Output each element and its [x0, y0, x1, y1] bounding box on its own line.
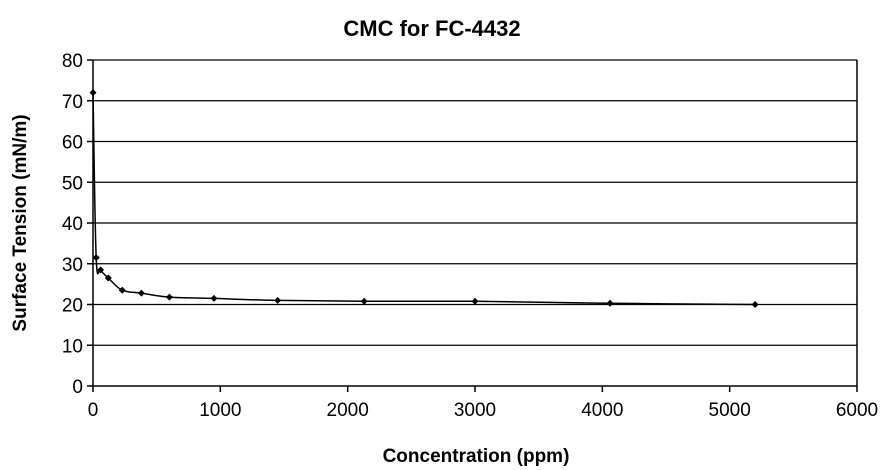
series-line-0 [92, 92, 756, 306]
x-tick-label-4000: 4000 [581, 400, 623, 421]
data-point-1 [92, 254, 100, 262]
y-tick-label-30: 30 [62, 255, 83, 276]
data-point-11 [606, 299, 614, 307]
y-tick-label-80: 80 [62, 51, 83, 72]
data-point-4 [118, 286, 126, 294]
y-tick-label-60: 60 [62, 133, 83, 154]
data-point-10 [471, 297, 479, 305]
x-tick-label-2000: 2000 [327, 400, 369, 421]
gridlines [93, 59, 857, 346]
data-point-7 [210, 294, 218, 302]
data-series [89, 89, 759, 308]
data-point-6 [165, 293, 173, 301]
x-tick-label-5000: 5000 [709, 400, 751, 421]
x-axis-ticks: 0 1000 2000 3000 4000 5000 6000 [88, 386, 878, 421]
x-tick-label-6000: 6000 [836, 400, 878, 421]
data-point-2 [97, 266, 105, 274]
y-axis-title: Surface Tension (mN/m) [10, 114, 31, 331]
chart-title: CMC for FC-4432 [343, 16, 520, 41]
y-tick-label-50: 50 [62, 173, 83, 194]
x-tick-label-0: 0 [88, 400, 99, 421]
data-point-3 [104, 274, 112, 282]
data-point-9 [360, 297, 368, 305]
x-tick-label-1000: 1000 [199, 400, 241, 421]
y-tick-label-70: 70 [62, 92, 83, 113]
data-point-12 [751, 301, 759, 308]
y-axis-ticks: 0 10 20 30 40 50 60 70 80 [62, 51, 93, 398]
y-tick-label-10: 10 [62, 336, 83, 357]
data-point-5 [137, 289, 145, 297]
data-point-8 [274, 296, 282, 304]
x-tick-label-3000: 3000 [454, 400, 496, 421]
y-tick-label-0: 0 [72, 377, 83, 398]
y-tick-label-20: 20 [62, 296, 83, 317]
data-point-0 [89, 89, 97, 97]
x-axis-title: Concentration (ppm) [383, 446, 570, 467]
y-tick-label-40: 40 [62, 214, 83, 235]
